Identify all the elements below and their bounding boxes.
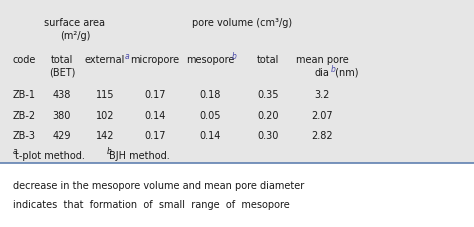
Text: (m²/g): (m²/g)	[60, 31, 90, 41]
Text: BJH method.: BJH method.	[109, 150, 170, 160]
Text: 3.2: 3.2	[314, 90, 330, 100]
Text: mean pore: mean pore	[296, 55, 348, 65]
Text: 0.20: 0.20	[257, 111, 279, 121]
Text: 380: 380	[53, 111, 71, 121]
Text: ZB-3: ZB-3	[13, 131, 36, 140]
Text: dia: dia	[315, 68, 329, 78]
Text: 0.35: 0.35	[257, 90, 279, 100]
Text: 0.30: 0.30	[257, 131, 279, 140]
Text: surface area: surface area	[45, 18, 106, 28]
Bar	[0, 0, 474, 163]
Text: pore volume (cm³/g): pore volume (cm³/g)	[192, 18, 292, 28]
Text: a: a	[125, 52, 129, 61]
Text: ZB-1: ZB-1	[13, 90, 36, 100]
Text: external: external	[85, 55, 125, 65]
Bar	[0, 163, 474, 227]
Text: 2.07: 2.07	[311, 111, 333, 121]
Text: mesopore: mesopore	[186, 55, 234, 65]
Text: total: total	[51, 55, 73, 65]
Text: 2.82: 2.82	[311, 131, 333, 140]
Text: b: b	[107, 146, 111, 155]
Text: 102: 102	[96, 111, 114, 121]
Text: 0.18: 0.18	[199, 90, 221, 100]
Text: 0.17: 0.17	[144, 90, 166, 100]
Text: t-plot method.: t-plot method.	[16, 150, 85, 160]
Text: 0.17: 0.17	[144, 131, 166, 140]
Text: 429: 429	[53, 131, 71, 140]
Text: 0.05: 0.05	[199, 111, 221, 121]
Text: micropore: micropore	[130, 55, 180, 65]
Text: 0.14: 0.14	[199, 131, 221, 140]
Text: code: code	[13, 55, 36, 65]
Text: ZB-2: ZB-2	[13, 111, 36, 121]
Text: 0.14: 0.14	[144, 111, 166, 121]
Text: b: b	[330, 65, 336, 74]
Text: indicates  that  formation  of  small  range  of  mesopore: indicates that formation of small range …	[13, 199, 290, 209]
Text: (BET): (BET)	[49, 68, 75, 78]
Text: decrease in the mesopore volume and mean pore diameter: decrease in the mesopore volume and mean…	[13, 180, 304, 190]
Text: b: b	[231, 52, 237, 61]
Text: (nm): (nm)	[332, 68, 359, 78]
Text: a: a	[13, 146, 18, 155]
Text: total: total	[257, 55, 279, 65]
Text: 142: 142	[96, 131, 114, 140]
Text: 438: 438	[53, 90, 71, 100]
Text: 115: 115	[96, 90, 114, 100]
